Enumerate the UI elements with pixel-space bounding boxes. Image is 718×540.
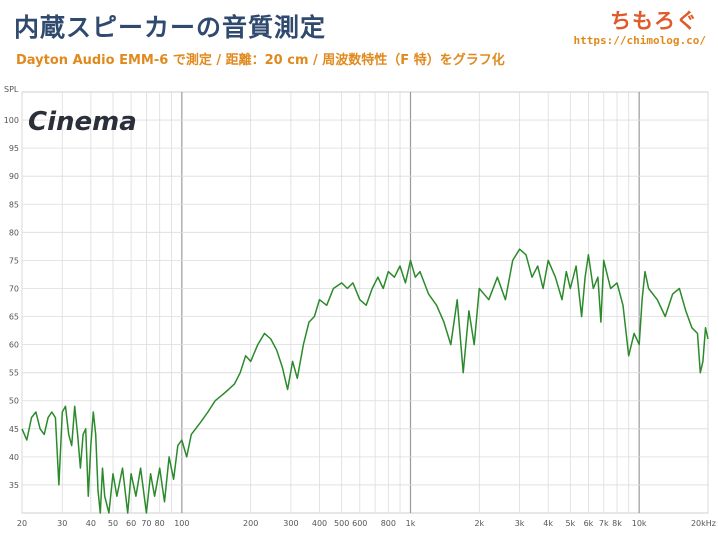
x-tick-label: 5k xyxy=(565,519,575,528)
x-tick-label: 20 xyxy=(17,519,27,528)
plot-area xyxy=(21,91,709,514)
vertical-gridlines xyxy=(21,92,709,513)
x-tick-label: 200 xyxy=(243,519,258,528)
x-tick-label: 70 xyxy=(141,519,151,528)
site-url: https://chimolog.co/ xyxy=(573,34,706,47)
x-tick-labels: 20 30 40 50 60 70 80 100 200 300 400 500 600 800 1k 2k 3… xyxy=(17,519,716,528)
y-tick-label: 50 xyxy=(9,397,19,406)
x-tick-label: 300 xyxy=(283,519,298,528)
x-tick-label: 10k xyxy=(632,519,647,528)
y-tick-label: 100 xyxy=(4,116,19,125)
header: 内蔵スピーカーの音質測定 Dayton Audio EMM-6 で測定 / 距離… xyxy=(0,0,718,86)
x-tick-label: 3k xyxy=(515,519,525,528)
y-tick-label: 75 xyxy=(9,256,19,265)
x-tick-label: 1k xyxy=(406,519,416,528)
y-tick-label: 65 xyxy=(9,313,19,322)
x-tick-label: 40 xyxy=(86,519,96,528)
site-logo: ちもろぐ xyxy=(610,9,698,33)
x-tick-label: 7k xyxy=(599,519,609,528)
frequency-response-chart: Cinema SPL 35 40 45 50 55 60 65 70 75 80 85 90 95 100… xyxy=(4,85,716,528)
y-tick-label: 55 xyxy=(9,369,19,378)
y-tick-label: 45 xyxy=(9,425,19,434)
x-tick-label: 600 xyxy=(352,519,367,528)
x-tick-label: 100 xyxy=(174,519,189,528)
chart-watermark: Cinema xyxy=(28,107,137,137)
y-tick-label: 95 xyxy=(9,144,19,153)
x-tick-label: 50 xyxy=(108,519,118,528)
x-tick-label: 4k xyxy=(543,519,553,528)
page-subtitle: Dayton Audio EMM-6 で測定 / 距離：20 cm / 周波数特… xyxy=(16,53,505,68)
y-tick-label: 40 xyxy=(9,453,19,462)
y-tick-label: 60 xyxy=(9,341,19,350)
x-tick-label: 800 xyxy=(381,519,396,528)
x-tick-label: 2k xyxy=(474,519,484,528)
y-tick-label: 70 xyxy=(9,284,19,293)
x-tick-label: 400 xyxy=(312,519,327,528)
series-line xyxy=(21,248,709,514)
x-tick-label: 8k xyxy=(612,519,622,528)
y-axis-label: SPL xyxy=(4,85,19,94)
x-tick-label: 6k xyxy=(584,519,594,528)
y-tick-label: 80 xyxy=(9,228,19,237)
x-tick-label: 20kHz xyxy=(691,519,716,528)
x-tick-label: 500 xyxy=(334,519,349,528)
y-tick-label: 90 xyxy=(9,172,19,181)
y-tick-label: 35 xyxy=(9,481,19,490)
y-tick-labels: 35 40 45 50 55 60 65 70 75 80 85 90 95 100 xyxy=(4,116,19,490)
page-title: 内蔵スピーカーの音質測定 xyxy=(14,13,327,42)
x-tick-label: 60 xyxy=(126,519,136,528)
horizontal-gridlines xyxy=(22,119,708,486)
x-tick-label: 80 xyxy=(155,519,165,528)
x-tick-label: 30 xyxy=(57,519,67,528)
y-tick-label: 85 xyxy=(9,200,19,209)
